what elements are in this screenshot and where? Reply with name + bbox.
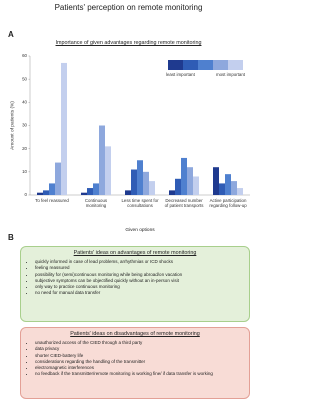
bar [193,176,199,195]
x-tick-label: Decreased number of patient transports [164,198,204,208]
list-item: no feedback if the transmitter/remote mo… [35,371,243,377]
bar [175,178,181,195]
list-item: feeling reassured [35,265,243,271]
list-item: shorter CIED-battery life [35,353,243,359]
bar [125,190,131,195]
disadvantages-box: Patients' ideas on disadvantages of remo… [20,327,250,399]
bar [187,167,193,195]
panel-label: B [8,233,14,242]
bar [81,192,87,195]
box-title: Patients' ideas on disadvantages of remo… [70,331,200,337]
chart: 0 10 20 30 40 50 60 Amount of patients (%) least… [9,53,250,197]
y-tick-label: 20 [22,146,27,151]
list-item: considerations regarding the handling of… [35,359,243,365]
legend-swatch [183,60,198,70]
y-tick-label: 10 [22,169,27,174]
list-item: electromagnetic interferences [35,365,243,371]
list-item: quickly informed in case of lead problem… [35,259,243,265]
bar [131,169,137,195]
bar [43,190,49,195]
list-item: no need for manual data transfer [35,290,243,296]
bar [37,192,43,195]
bar [137,160,143,195]
disadvantages-list: unauthorized access of the CIED through … [27,340,243,378]
bar [219,183,225,195]
figure-title: Patients' perception on remote monitorin… [54,3,203,12]
advantages-box: Patients' ideas on advantages of remote … [20,246,250,322]
y-tick-label: 50 [22,76,27,81]
legend-swatch [213,60,228,70]
bar [237,188,243,195]
bar [61,62,67,196]
legend-label: most important [216,72,246,77]
list-item: only way to practice continuous monitori… [35,284,243,290]
chart-title: Importance of given advantages regarding… [55,40,202,46]
x-tick-label: Active participation regarding follow-up [209,198,247,208]
bar [169,190,175,195]
x-tick-label: To feel reassured [35,198,69,203]
advantages-list: quickly informed in case of lead problem… [27,259,243,297]
list-item: subjective symptoms can be objectified q… [35,278,243,284]
bar [93,183,99,195]
legend-swatch [198,60,213,70]
bar [213,167,219,195]
y-tick-label: 60 [22,53,27,58]
y-tick-label: 30 [22,123,27,128]
bar [105,146,111,195]
x-tick-label: Less time spent for consultations [121,198,159,208]
x-axis-label: Given options [125,228,155,233]
list-item: data privacy [35,346,243,352]
bar [231,181,237,195]
bar [181,157,187,195]
list-item: unauthorized access of the CIED through … [35,340,243,346]
y-tick-label: 0 [25,192,28,197]
legend-swatch [168,60,183,70]
legend-label: least important [166,72,196,77]
legend-swatch [228,60,243,70]
bar [49,183,55,195]
page: Patients' perception on remote monitorin… [0,0,257,401]
bar [55,162,61,195]
bar [87,188,93,195]
panel-label: A [8,30,14,39]
x-tick-label: Continuous monitoring [84,198,108,208]
bar [149,181,155,195]
box-title: Patients' ideas on advantages of remote … [73,250,197,256]
y-axis-label: Amount of patients (%) [9,101,15,150]
bar [225,174,231,195]
bar [143,171,149,195]
bar [99,125,105,195]
list-item: possibility for (semi)continuous monitor… [35,272,243,278]
y-tick-label: 40 [22,99,27,104]
